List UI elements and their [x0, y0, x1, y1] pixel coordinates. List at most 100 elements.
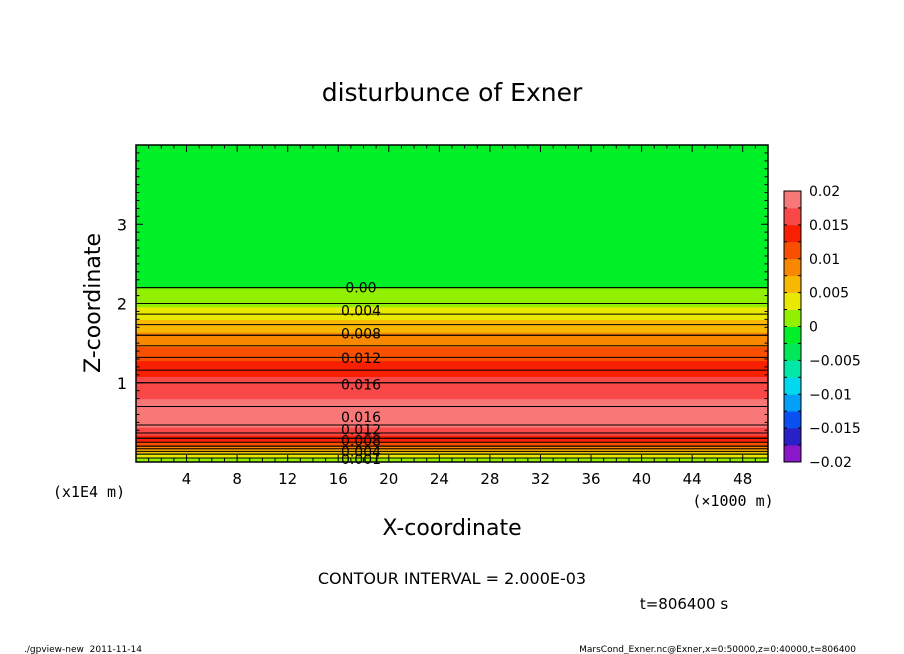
heat-band — [136, 289, 768, 292]
heat-band — [136, 186, 768, 189]
heat-band — [136, 240, 768, 243]
heat-band — [136, 178, 768, 181]
contour-interval: CONTOUR INTERVAL = 2.000E-03 — [318, 569, 586, 588]
colorbar-swatch — [784, 377, 801, 395]
y-tick-label: 3 — [117, 215, 127, 234]
colorbar-label: −0.02 — [809, 455, 852, 471]
heat-band — [136, 198, 768, 202]
heat-band — [136, 262, 768, 265]
heat-band — [136, 327, 768, 330]
x-tick-label: 40 — [632, 470, 651, 488]
heat-band — [136, 260, 768, 263]
heat-band — [136, 311, 768, 314]
heat-band — [136, 409, 768, 412]
heat-band — [136, 281, 768, 284]
heat-band — [136, 309, 768, 313]
contour-label: 0.016 — [341, 377, 381, 393]
heat-band — [136, 358, 768, 362]
heat-band — [136, 317, 768, 320]
heat-band — [136, 422, 768, 425]
contour-label: 0.001 — [341, 452, 381, 468]
heat-band — [136, 197, 768, 200]
heat-band — [136, 390, 768, 393]
heat-band — [136, 389, 768, 392]
colorbar-label: −0.015 — [809, 421, 861, 437]
heat-band — [136, 392, 768, 395]
colorbar-label: 0 — [809, 320, 818, 336]
heat-band — [136, 354, 768, 357]
heat-band — [136, 347, 768, 351]
x-tick-label: 28 — [480, 470, 499, 488]
colorbar-swatch — [784, 445, 801, 463]
colorbar-label: −0.005 — [809, 353, 861, 369]
heat-band — [136, 235, 768, 238]
heat-band — [136, 330, 768, 333]
heat-band — [136, 387, 768, 390]
heat-band — [136, 168, 768, 171]
heat-band — [136, 430, 768, 433]
heat-band — [136, 362, 768, 365]
heat-band — [136, 352, 768, 355]
heat-band — [136, 170, 768, 173]
heat-band — [136, 449, 768, 452]
heat-band — [136, 173, 768, 176]
x-tick-label: 24 — [430, 470, 449, 488]
colorbar-swatch — [784, 343, 801, 361]
heat-band — [136, 248, 768, 251]
colorbar-label: 0.02 — [809, 184, 840, 200]
x-tick-label: 8 — [232, 470, 242, 488]
heat-band — [136, 251, 768, 254]
heat-band — [136, 160, 768, 164]
heat-band — [136, 205, 768, 208]
heat-band — [136, 417, 768, 420]
heat-band — [136, 209, 768, 213]
heat-band — [136, 282, 768, 286]
heat-band — [136, 332, 768, 335]
heat-band — [136, 244, 768, 248]
heat-band — [136, 295, 768, 298]
colorbar-swatch — [784, 191, 801, 209]
heat-band — [136, 425, 768, 428]
heat-band — [136, 408, 768, 411]
heat-band — [136, 360, 768, 363]
y-axis-label: Z-coordinate — [81, 233, 106, 373]
heat-band — [136, 187, 768, 190]
heat-band — [136, 314, 768, 317]
heat-band — [136, 236, 768, 240]
contour-lines — [136, 287, 768, 462]
colorbar: 0.02 0.015 0.01 0.005 0 −0.005 −0.01 −0.015 −0.0… — [783, 184, 861, 471]
heat-band — [136, 398, 768, 401]
heat-band — [136, 179, 768, 183]
heat-band — [136, 229, 768, 232]
heat-band — [136, 412, 768, 416]
heat-band — [136, 148, 768, 151]
heat-band — [136, 267, 768, 270]
heat-band — [136, 257, 768, 260]
x-tick-label: 4 — [182, 470, 192, 488]
heat-band — [136, 338, 768, 341]
colorbar-swatch — [784, 241, 801, 260]
heat-band — [136, 427, 768, 430]
colorbar-swatch — [784, 428, 801, 446]
x-tick-label: 20 — [379, 470, 398, 488]
heat-band — [136, 159, 768, 162]
heat-band — [136, 374, 768, 378]
heat-band — [136, 217, 768, 221]
heat-band — [136, 450, 768, 454]
heat-band — [136, 414, 768, 417]
heat-band — [136, 181, 768, 184]
heat-band — [136, 328, 768, 332]
heat-band — [136, 162, 768, 165]
heat-band — [136, 300, 768, 303]
heat-band — [136, 189, 768, 192]
contour-label: 0.008 — [341, 434, 381, 450]
x-tick-label: 12 — [278, 470, 297, 488]
x-tick-label: 16 — [329, 470, 348, 488]
contour-labels: 0.000.0040.0080.0120.0160.0160.0120.0080… — [341, 281, 381, 468]
heat-band — [136, 241, 768, 244]
chart-title: disturbunce of Exner — [322, 78, 583, 107]
heat-band — [136, 270, 768, 273]
heat-band — [136, 284, 768, 287]
colorbar-swatch — [784, 326, 801, 344]
